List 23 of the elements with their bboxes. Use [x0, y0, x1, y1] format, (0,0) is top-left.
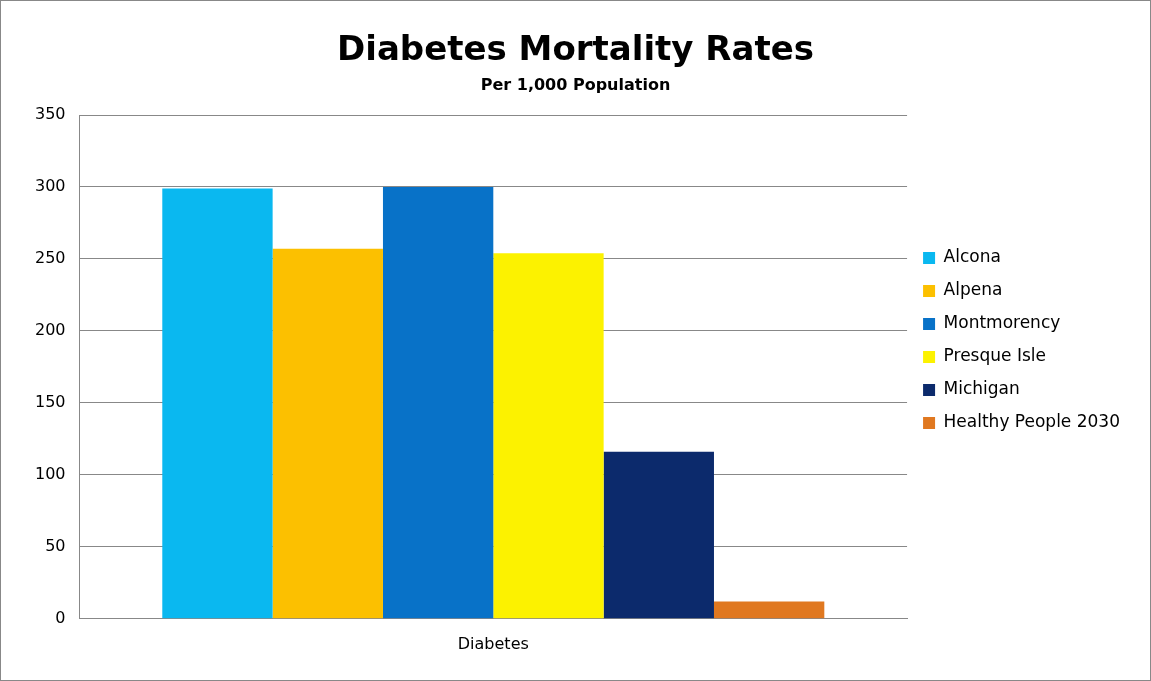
legend-label: Montmorency: [943, 312, 1061, 333]
legend-label: Michigan: [943, 378, 1020, 399]
y-tick-label: 150: [34, 392, 66, 412]
bar: [272, 248, 383, 619]
bar: [162, 188, 273, 619]
y-tick-label: 200: [34, 320, 66, 340]
chart-subtitle: Per 1,000 Population: [480, 74, 671, 94]
y-tick-label: 300: [34, 176, 66, 196]
bar: [382, 186, 494, 619]
y-tick-label: 350: [34, 104, 66, 124]
legend-label: Presque Isle: [943, 345, 1046, 366]
legend-label: Alpena: [943, 279, 1003, 300]
x-tick-label: Diabetes: [457, 633, 529, 653]
y-tick-label: 250: [34, 248, 66, 268]
bar: [493, 253, 604, 619]
y-tick-label: 0: [55, 607, 66, 627]
legend-label: Healthy People 2030: [943, 411, 1120, 432]
bar: [603, 451, 714, 619]
y-tick-label: 50: [45, 535, 66, 555]
legend-label: Alcona: [943, 246, 1001, 267]
y-tick-label: 100: [34, 464, 66, 484]
chart-title: Diabetes Mortality Rates: [337, 28, 814, 69]
bar: [713, 601, 825, 619]
